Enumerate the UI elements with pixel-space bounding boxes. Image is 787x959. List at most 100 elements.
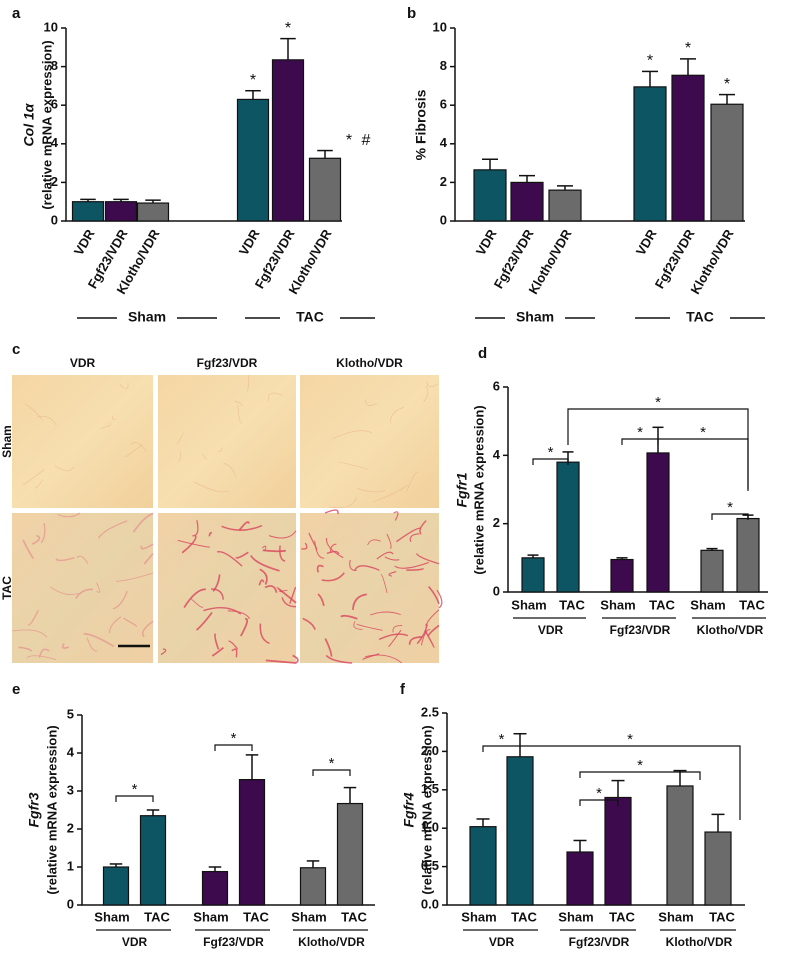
tissue-fiber — [386, 533, 392, 550]
tissue-fiber — [237, 405, 243, 424]
tissue-fiber — [34, 479, 43, 489]
tissue-fiber — [18, 646, 33, 652]
tissue-fiber — [352, 593, 367, 610]
y-tick-label: 4 — [51, 135, 59, 150]
tissue-fiber — [183, 588, 206, 609]
tissue-fiber — [427, 624, 440, 636]
y-tick-label: 0.5 — [421, 858, 439, 873]
tissue-fiber — [27, 610, 39, 626]
tissue-fiber — [268, 530, 297, 539]
tissue-fiber — [132, 512, 154, 533]
tissue-fiber — [125, 444, 143, 458]
tissue-fiber — [12, 629, 48, 638]
significance-label: * — [596, 785, 602, 802]
significance-label: * — [346, 132, 352, 149]
significance-label: * — [647, 53, 653, 70]
significance-bracket — [532, 458, 569, 465]
tissue-fiber — [227, 610, 251, 620]
tissue-fiber — [326, 550, 340, 555]
x-tick-label: VDR — [71, 226, 98, 258]
tissue-fiber — [376, 551, 394, 560]
y-tick-label: 2 — [67, 820, 74, 835]
tissue-fiber — [428, 586, 440, 605]
tissue-fiber — [367, 539, 381, 546]
tissue-fiber — [406, 471, 419, 492]
tissue-fiber — [100, 422, 111, 429]
tissue-fiber — [316, 564, 324, 573]
significance-label: * — [685, 40, 691, 57]
y-tick-label: 3 — [67, 782, 74, 797]
y-tick-label: 6 — [51, 97, 58, 112]
tissue-fiber — [96, 582, 101, 593]
tissue-fiber — [228, 640, 239, 650]
y-tick-label: 0 — [493, 583, 500, 598]
tissue-fiber — [332, 430, 373, 439]
tissue-fiber — [112, 590, 128, 610]
bar — [299, 867, 327, 906]
tissue-fiber — [261, 545, 267, 552]
panel-label: b — [407, 5, 416, 22]
significance-label: * — [499, 731, 505, 748]
micrograph — [12, 513, 153, 663]
tissue-fiber — [302, 617, 316, 630]
x-tick-label: Sham — [291, 909, 326, 924]
group-label: Sham — [128, 309, 166, 325]
column-label: Fgf23/VDR — [197, 356, 258, 370]
significance-bracket — [579, 799, 619, 806]
x-tick-label: Sham — [511, 597, 546, 612]
bar — [473, 169, 507, 222]
axis-line — [507, 387, 768, 593]
bar — [736, 517, 760, 593]
significance-label: * — [627, 731, 633, 748]
tissue-fiber — [356, 623, 383, 631]
row-label: TAC — [0, 576, 14, 600]
tissue-fiber — [181, 535, 197, 554]
tissue-fiber — [231, 648, 238, 658]
chart-panel: d Fgfr1 (relative mRNA expression) 0 2 4 6 Sham… — [454, 345, 768, 637]
tissue-fiber — [143, 553, 154, 565]
bar — [104, 201, 138, 222]
bar — [646, 452, 670, 593]
tissue-fiber — [426, 609, 440, 627]
tissue-fiber — [196, 611, 213, 631]
group-label: TAC — [686, 309, 714, 325]
tissue-fiber — [321, 572, 345, 582]
significance-bracket — [711, 513, 749, 520]
bar — [308, 157, 342, 222]
significance-label: * — [231, 730, 237, 747]
tissue-fiber — [384, 556, 400, 561]
tissue-fiber — [424, 630, 435, 649]
group-label: Klotho/VDR — [666, 935, 733, 949]
chart-panel: f Fgfr4 (relative mRNA expression) 0.0 0.5 1.… — [400, 681, 745, 949]
significance-label: * — [724, 76, 730, 93]
bar — [136, 202, 170, 222]
bar — [666, 785, 694, 906]
tissue-fiber — [212, 574, 221, 592]
panel-label: c — [12, 341, 20, 358]
tissue-fiber — [406, 567, 424, 571]
y-tick-label: 0.0 — [421, 896, 439, 911]
x-tick-label: TAC — [243, 909, 269, 924]
tissue-fiber — [177, 539, 210, 548]
group-label: Fgf23/VDR — [610, 623, 671, 637]
tissue-fiber — [380, 573, 388, 594]
x-tick-label: TAC — [649, 597, 675, 612]
tissue-fiber — [61, 643, 70, 649]
panel-label: f — [400, 681, 406, 698]
y-tick-label: 8 — [51, 58, 58, 73]
bar — [633, 86, 667, 222]
y-tick-label: 5 — [67, 706, 74, 721]
tissue-fiber — [393, 511, 399, 521]
tissue-fiber — [75, 588, 93, 599]
bar — [604, 796, 632, 906]
micrograph — [12, 375, 153, 508]
chart-panel: a Col 1α (relative mRNA expression) 0 2 4 6 8 10… — [12, 5, 375, 325]
panel-label: d — [478, 345, 487, 362]
y-tick-label: 4 — [67, 744, 75, 759]
x-tick-label: VDR — [236, 226, 263, 258]
group-label: Sham — [516, 309, 554, 325]
y-axis-subtitle: (relative mRNA expression) — [471, 405, 486, 574]
bar — [271, 59, 305, 222]
y-tick-label: 6 — [440, 97, 447, 112]
bar — [238, 778, 266, 906]
